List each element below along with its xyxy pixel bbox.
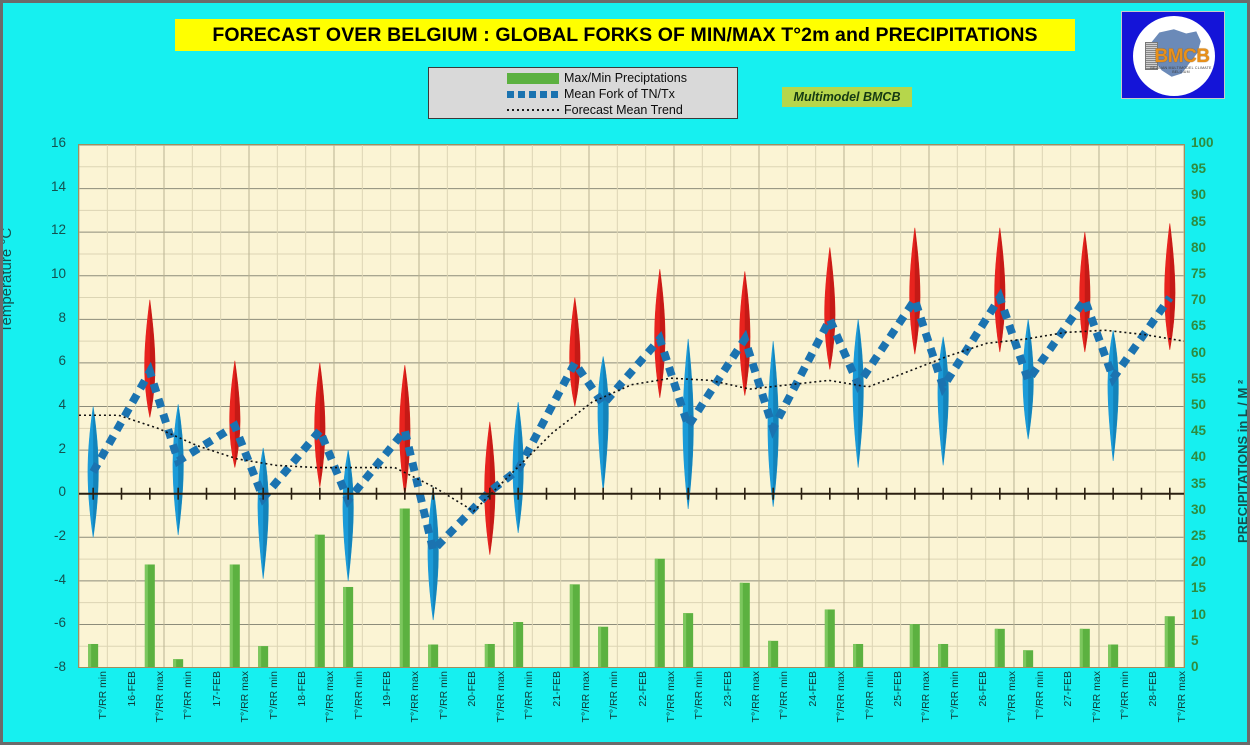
chart-canvas xyxy=(79,145,1184,667)
x-tick-label: 26-FEB xyxy=(977,671,990,707)
x-tick-label: T°/RR max xyxy=(1005,671,1018,723)
x-tick-label: 22-FEB xyxy=(636,671,649,707)
y-tick-right: 50 xyxy=(1191,397,1207,412)
y-tick-right: 10 xyxy=(1191,606,1207,622)
y-tick-right: 100 xyxy=(1191,135,1214,150)
y-tick-left: 12 xyxy=(50,222,66,238)
bmcb-logo: BMCB BELGIAN MULTIMODEL CLIMATE BELGIUM xyxy=(1121,11,1225,99)
y-tick-left: 2 xyxy=(58,440,66,456)
x-tick-label: 19-FEB xyxy=(381,671,394,707)
x-tick-label: T°/RR min xyxy=(1033,671,1046,720)
x-tick-label: 25-FEB xyxy=(891,671,904,707)
x-tick-label: T°/RR min xyxy=(863,671,876,720)
y-tick-right: 40 xyxy=(1191,449,1207,465)
legend-item-precipitations: Max/Min Preciptations xyxy=(507,70,737,86)
y-tick-left: -8 xyxy=(53,659,66,674)
x-tick-label: 21-FEB xyxy=(551,671,564,707)
y-tick-left: 14 xyxy=(50,178,66,194)
thermometer-icon xyxy=(1145,42,1158,70)
x-tick-label: 20-FEB xyxy=(466,671,479,707)
legend-item-trend: Forecast Mean Trend xyxy=(507,102,737,118)
x-tick-label: 23-FEB xyxy=(721,671,734,707)
legend-swatch-fork-icon xyxy=(507,90,559,98)
y-tick-right: 90 xyxy=(1191,187,1207,203)
y-tick-left: -2 xyxy=(53,528,66,543)
y-tick-left: 4 xyxy=(58,397,66,412)
x-tick-label: T°/RR max xyxy=(409,671,422,723)
x-tick-label: 17-FEB xyxy=(210,671,223,707)
x-tick-label: T°/RR min xyxy=(267,671,280,720)
legend-swatch-trend-icon xyxy=(507,109,559,111)
x-tick-label: T°/RR max xyxy=(1175,671,1188,723)
y-tick-right: 45 xyxy=(1191,423,1207,439)
logo-text: BMCB xyxy=(1154,46,1211,67)
y-axis-label-right: PRECIPITATIONS in L / M ² xyxy=(1235,379,1250,543)
x-tick-label: T°/RR min xyxy=(97,671,110,720)
page-title: FORECAST OVER BELGIUM : GLOBAL FORKS OF … xyxy=(212,23,1038,46)
y-tick-left: 10 xyxy=(50,266,66,281)
title-banner: FORECAST OVER BELGIUM : GLOBAL FORKS OF … xyxy=(175,19,1075,51)
y-tick-right: 30 xyxy=(1191,501,1207,517)
x-tick-label: T°/RR max xyxy=(664,671,677,723)
x-tick-label: T°/RR min xyxy=(437,671,450,720)
x-tick-label: T°/RR min xyxy=(352,671,365,720)
x-tick-label: T°/RR max xyxy=(579,671,592,723)
x-tick-label: 18-FEB xyxy=(295,671,308,707)
legend-item-mean-fork: Mean Fork of TN/Tx xyxy=(507,86,737,102)
y-tick-right: 80 xyxy=(1191,239,1207,255)
y-tick-left: 6 xyxy=(58,353,66,369)
y-tick-right: 75 xyxy=(1191,266,1207,281)
legend-label-mean-fork: Mean Fork of TN/Tx xyxy=(564,87,675,101)
legend-label-trend: Forecast Mean Trend xyxy=(564,103,683,117)
y-tick-right: 70 xyxy=(1191,292,1207,308)
multimodel-badge-label: Multimodel BMCB xyxy=(793,90,901,104)
x-tick-label: T°/RR min xyxy=(1119,671,1132,720)
logo-ellipse-icon: BMCB BELGIAN MULTIMODEL CLIMATE BELGIUM xyxy=(1133,16,1215,96)
x-tick-label: T°/RR max xyxy=(1090,671,1103,723)
y-tick-right: 65 xyxy=(1191,318,1207,334)
x-tick-label: T°/RR max xyxy=(835,671,848,723)
x-tick-label: T°/RR min xyxy=(522,671,535,720)
y-tick-right: 60 xyxy=(1191,344,1207,360)
multimodel-badge: Multimodel BMCB xyxy=(782,87,912,107)
y-tick-right: 20 xyxy=(1191,554,1207,570)
x-tick-label: 28-FEB xyxy=(1147,671,1160,707)
x-tick-label: T°/RR min xyxy=(693,671,706,720)
y-tick-right: 15 xyxy=(1191,580,1207,596)
x-tick-label: T°/RR max xyxy=(153,671,166,723)
x-tick-label: T°/RR max xyxy=(324,671,337,723)
y-axis-label-left: Temperature °C xyxy=(0,227,15,333)
y-tick-right: 55 xyxy=(1191,370,1207,386)
y-tick-left: -6 xyxy=(53,615,66,631)
legend-swatch-bar-icon xyxy=(507,72,559,84)
y-tick-right: 5 xyxy=(1191,632,1199,648)
x-tick-label: T°/RR min xyxy=(608,671,621,720)
chart-legend: Max/Min Preciptations Mean Fork of TN/Tx… xyxy=(428,67,738,119)
y-tick-right: 95 xyxy=(1191,161,1207,177)
x-tick-label: T°/RR max xyxy=(239,671,252,723)
legend-label-precipitations: Max/Min Preciptations xyxy=(564,71,687,85)
y-tick-left: 8 xyxy=(58,309,66,325)
y-tick-left: -4 xyxy=(53,571,66,587)
x-tick-label: 27-FEB xyxy=(1062,671,1075,707)
y-tick-right: 25 xyxy=(1191,528,1207,543)
y-tick-left: 0 xyxy=(58,484,66,500)
x-tick-label: T°/RR min xyxy=(948,671,961,720)
y-tick-right: 85 xyxy=(1191,213,1207,229)
x-tick-label: T°/RR max xyxy=(920,671,933,723)
y-tick-left: 16 xyxy=(50,135,66,150)
x-tick-label: T°/RR min xyxy=(182,671,195,720)
y-tick-right: 35 xyxy=(1191,475,1207,491)
x-tick-label: 16-FEB xyxy=(125,671,138,707)
x-tick-label: T°/RR min xyxy=(778,671,791,720)
x-tick-label: T°/RR max xyxy=(494,671,507,723)
plot-area xyxy=(78,144,1185,668)
y-tick-right: 0 xyxy=(1191,659,1199,674)
x-tick-label: 24-FEB xyxy=(806,671,819,707)
x-tick-label: T°/RR max xyxy=(750,671,763,723)
logo-subtitle: BELGIAN MULTIMODEL CLIMATE BELGIUM xyxy=(1150,66,1212,74)
